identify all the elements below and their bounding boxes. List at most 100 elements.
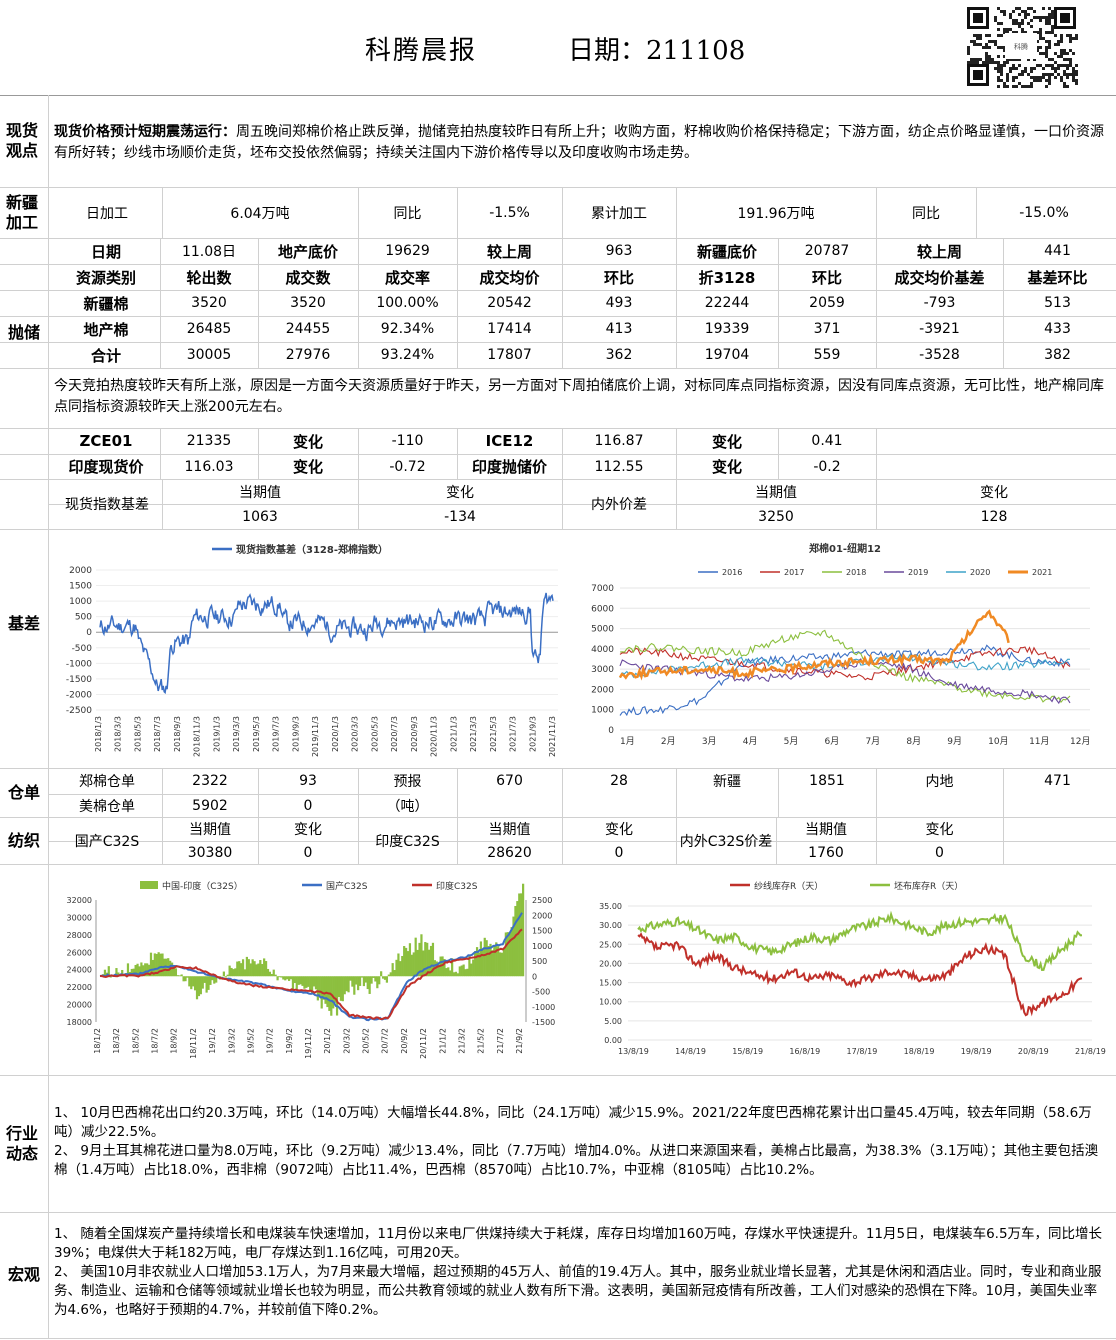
- y-tick-label: 1500: [532, 927, 552, 936]
- bar: [264, 961, 268, 977]
- chart-zce-ice-spread: 郑棉01-纽期12 2016 2017 2018 2019 2020 2021 7000 600…: [580, 532, 1110, 766]
- bar: [247, 959, 250, 977]
- bar: [192, 976, 195, 987]
- x-tick-label: 2018/1/3: [94, 716, 103, 752]
- bar: [372, 976, 375, 978]
- x-tick-label: 7月: [865, 736, 880, 747]
- legend-label: 纱线库存R（天）: [754, 880, 823, 892]
- bar: [403, 946, 406, 977]
- auction-data-cell: 513: [1044, 295, 1071, 311]
- bar: [174, 968, 178, 977]
- xinjiang-cell: 累计加工: [591, 205, 647, 222]
- bar: [460, 965, 463, 977]
- auction-data-cell: -3528: [919, 347, 960, 363]
- bar: [522, 883, 525, 977]
- bar: [215, 976, 218, 983]
- bar: [362, 976, 366, 987]
- legend-label: 坯布库存R（天）: [894, 880, 963, 892]
- auction-data-cell: 新疆棉: [83, 294, 129, 313]
- bar: [153, 953, 156, 977]
- y-tick-label: -1500: [532, 1018, 555, 1027]
- y-tick-label: 2500: [532, 896, 552, 905]
- bar: [121, 969, 124, 977]
- bar: [357, 976, 360, 991]
- bar: [368, 976, 371, 994]
- auction-header-cell: 成交率: [384, 268, 430, 287]
- y-tick-label: 20.00: [599, 959, 622, 968]
- bar: [280, 976, 283, 978]
- y-tick-label: 500: [75, 613, 92, 623]
- auction-data-cell: 559: [813, 347, 841, 363]
- bar: [498, 952, 502, 977]
- bar: [109, 976, 112, 978]
- auction-data-cell: 100.00%: [376, 295, 439, 311]
- auction-data-cell: 19704: [704, 347, 750, 363]
- spinning-value: 0: [303, 844, 313, 861]
- x-tick-label: 9月: [947, 736, 962, 747]
- futures-cell: 0.41: [811, 433, 843, 449]
- x-tick-label: 19/11/2: [304, 1028, 313, 1059]
- legend-swatch: [140, 881, 158, 889]
- bar: [278, 976, 281, 978]
- x-tick-label: 2018/11/3: [193, 716, 202, 757]
- x-tick-label: 18/7/2: [151, 1028, 160, 1054]
- x-tick-label: 11月: [1029, 736, 1049, 747]
- auction-data-cell: 19339: [704, 321, 750, 337]
- y-tick-label: 5000: [591, 625, 614, 635]
- legend-label: 2016: [722, 568, 742, 577]
- bar: [240, 963, 243, 977]
- auction-data-cell: -793: [923, 295, 956, 311]
- bar: [424, 942, 427, 977]
- bar: [452, 972, 456, 977]
- bar: [259, 960, 262, 977]
- bar: [506, 932, 509, 977]
- bar: [197, 976, 201, 997]
- bar: [149, 952, 153, 977]
- bar: [500, 952, 504, 977]
- bar: [138, 966, 141, 977]
- auction-row1-cell: 963: [605, 243, 633, 259]
- bar: [249, 963, 252, 977]
- x-tick-label: 2019/11/3: [311, 716, 320, 757]
- series-line: [99, 912, 523, 1022]
- auction-data-cell: 371: [813, 321, 841, 337]
- warehouse-cell: 郑棉仓单: [79, 774, 135, 790]
- x-tick-label: 21/9/2: [515, 1028, 524, 1054]
- xinjiang-cell: 同比: [912, 205, 940, 222]
- bar: [376, 976, 379, 989]
- warehouse-cell: 93: [299, 773, 317, 789]
- bar: [161, 953, 164, 977]
- bar: [339, 976, 342, 1001]
- bar: [316, 976, 319, 1001]
- x-tick-label: 18/3/2: [112, 1028, 121, 1054]
- x-tick-label: 2021/3/3: [469, 716, 478, 752]
- warehouse-cell: 美棉仓单: [79, 798, 135, 815]
- bar: [449, 970, 452, 977]
- bar: [443, 959, 446, 977]
- y-tick-label: 5.00: [604, 1017, 622, 1026]
- spinning-header: 当期值: [488, 822, 531, 838]
- bar: [408, 943, 412, 977]
- auction-data-cell: 93.24%: [380, 347, 435, 363]
- x-tick-label: 19/3/2: [227, 1028, 236, 1054]
- y-tick-label: -1000: [532, 1003, 555, 1012]
- bar: [514, 905, 517, 977]
- spinning-label: 国产C32S: [74, 833, 140, 850]
- y-tick-label: 24000: [67, 966, 92, 975]
- y-tick-label: 22000: [67, 983, 92, 992]
- bar: [295, 976, 298, 991]
- spinning-header: 变化: [925, 822, 954, 838]
- bar: [466, 968, 469, 977]
- bar: [418, 942, 421, 977]
- industry-news: 1、 10月巴西棉花出口约20.3万吨，环比（14.0万吨）大幅增长44.8%，…: [54, 1104, 1109, 1180]
- bar: [297, 976, 300, 985]
- bar: [291, 976, 295, 990]
- x-tick-label: 18/8/19: [904, 1047, 935, 1056]
- bar: [393, 970, 396, 977]
- auction-data-cell: 362: [605, 347, 633, 363]
- x-tick-label: 5月: [784, 736, 799, 747]
- warehouse-cell: 5902: [192, 797, 228, 814]
- bar: [136, 963, 139, 977]
- auction-header-cell: 成交均价基差: [894, 268, 985, 287]
- y-tick-label: 30000: [67, 913, 92, 922]
